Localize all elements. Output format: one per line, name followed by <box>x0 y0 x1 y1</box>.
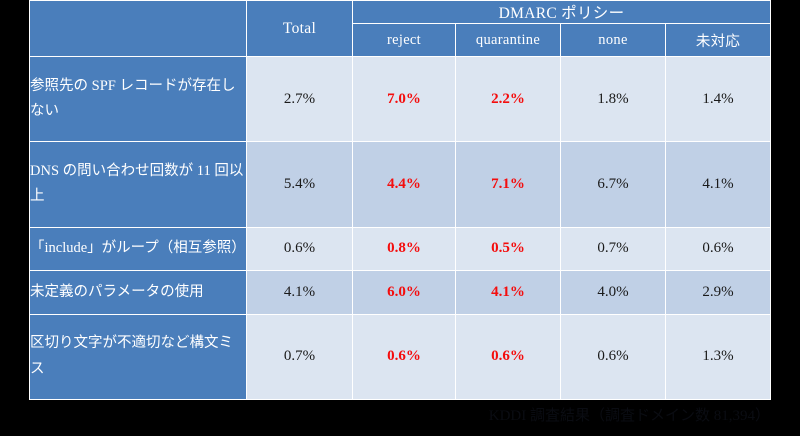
cell-quarantine: 7.1% <box>455 141 561 228</box>
cell-reject: 6.0% <box>352 270 456 315</box>
row-label: 「include」がループ（相互参照） <box>29 226 247 272</box>
header-row-sub: reject quarantine none 未対応 <box>30 23 772 57</box>
header-corner-blank <box>29 0 247 57</box>
header-col-unsupported: 未対応 <box>664 23 772 57</box>
cell-unsupported: 4.1% <box>664 141 772 228</box>
row-label: DNS の問い合わせ回数が 11 回以上 <box>29 141 247 228</box>
cell-none: 4.0% <box>560 270 666 315</box>
table-row: 区切り文字が不適切など構文ミス 0.7% 0.6% 0.6% 0.6% 1.3% <box>29 313 772 401</box>
table-row: DNS の問い合わせ回数が 11 回以上 5.4% 4.4% 7.1% 6.7%… <box>29 141 772 228</box>
row-label: 区切り文字が不適切など構文ミス <box>29 313 247 401</box>
header-dmarc-policy-group: DMARC ポリシー <box>351 0 772 24</box>
cell-reject: 0.8% <box>352 226 456 272</box>
table-row: 「include」がループ（相互参照） 0.6% 0.8% 0.5% 0.7% … <box>29 226 772 272</box>
table-row: 未定義のパラメータの使用 4.1% 6.0% 4.1% 4.0% 2.9% <box>29 270 772 315</box>
cell-total: 5.4% <box>246 141 353 228</box>
cell-quarantine: 4.1% <box>455 270 561 315</box>
cell-unsupported: 1.3% <box>664 313 772 401</box>
cell-total: 4.1% <box>246 270 353 315</box>
table-header: Total DMARC ポリシー reject quarantine none … <box>29 0 772 57</box>
cell-none: 0.7% <box>560 226 666 272</box>
cell-reject: 0.6% <box>352 313 456 401</box>
cell-none: 1.8% <box>560 55 666 143</box>
header-col-quarantine: quarantine <box>455 23 561 57</box>
cell-unsupported: 0.6% <box>664 226 772 272</box>
table-row: 参照先の SPF レコードが存在しない 2.7% 7.0% 2.2% 1.8% … <box>29 55 772 143</box>
cell-total: 0.6% <box>246 226 353 272</box>
cell-quarantine: 0.5% <box>455 226 561 272</box>
row-label: 参照先の SPF レコードが存在しない <box>29 55 247 143</box>
header-row-top: Total DMARC ポリシー <box>29 0 772 57</box>
source-caption: KDDI 調査結果（調査ドメイン数 81,394） <box>488 408 770 424</box>
table-body: 参照先の SPF レコードが存在しない 2.7% 7.0% 2.2% 1.8% … <box>29 55 772 401</box>
cell-unsupported: 1.4% <box>664 55 772 143</box>
cell-total: 0.7% <box>246 313 353 401</box>
data-table: Total DMARC ポリシー reject quarantine none … <box>29 0 772 401</box>
header-total: Total <box>246 0 353 57</box>
cell-none: 0.6% <box>560 313 666 401</box>
cell-quarantine: 2.2% <box>455 55 561 143</box>
header-col-none: none <box>560 23 666 57</box>
spf-error-statistics-table: Total DMARC ポリシー reject quarantine none … <box>29 0 772 401</box>
cell-reject: 7.0% <box>352 55 456 143</box>
cell-none: 6.7% <box>560 141 666 228</box>
cell-quarantine: 0.6% <box>455 313 561 401</box>
cell-reject: 4.4% <box>352 141 456 228</box>
row-label: 未定義のパラメータの使用 <box>29 270 247 315</box>
cell-total: 2.7% <box>246 55 353 143</box>
cell-unsupported: 2.9% <box>664 270 772 315</box>
header-col-reject: reject <box>352 23 456 57</box>
